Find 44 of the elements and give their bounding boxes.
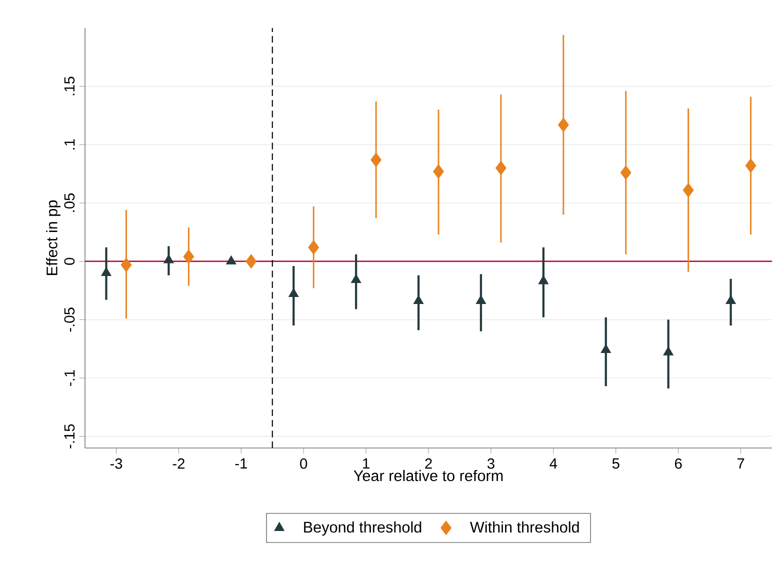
x-tick-label: 7 [737, 458, 744, 468]
point [350, 274, 362, 284]
y-tick-label: -.15 [64, 424, 75, 448]
point [246, 254, 257, 269]
legend-label: Beyond threshold [304, 521, 422, 536]
y-tick-label: .15 [64, 76, 75, 96]
x-tick-label: -3 [110, 458, 122, 469]
point [476, 295, 486, 304]
point [745, 158, 756, 173]
y-tick-label: 0 [64, 258, 75, 265]
x-tick-label: 2 [425, 458, 432, 469]
point [120, 258, 132, 272]
point [370, 152, 382, 168]
point [413, 295, 424, 304]
x-axis-title: Year relative to reform [354, 470, 503, 482]
x-tick-label: 0 [300, 458, 308, 469]
point [183, 249, 194, 264]
point [663, 346, 674, 356]
point [558, 118, 569, 132]
x-tick-label: -2 [172, 458, 184, 469]
legend-label: Within threshold [470, 521, 579, 533]
y-tick-label: .05 [64, 193, 75, 212]
point [682, 182, 694, 198]
y-tick-label: -.1 [64, 370, 75, 386]
x-tick-label: -1 [235, 458, 247, 468]
y-axis-title: Effect in pp [46, 200, 60, 275]
y-tick-label: -.05 [64, 308, 75, 332]
point [538, 275, 549, 284]
point [226, 255, 236, 264]
point [288, 288, 299, 298]
x-tick-label: 5 [612, 458, 620, 469]
x-tick-label: 4 [550, 458, 558, 468]
point [308, 240, 320, 255]
x-tick-label: 3 [487, 458, 494, 469]
point [600, 344, 611, 354]
point [433, 164, 444, 179]
point [620, 165, 632, 180]
y-tick-label: .1 [64, 139, 75, 150]
x-tick-label: 1 [363, 458, 370, 468]
point [726, 295, 736, 304]
x-tick-label: 6 [674, 458, 682, 469]
point [101, 267, 112, 276]
point [495, 160, 506, 176]
point [164, 254, 174, 264]
